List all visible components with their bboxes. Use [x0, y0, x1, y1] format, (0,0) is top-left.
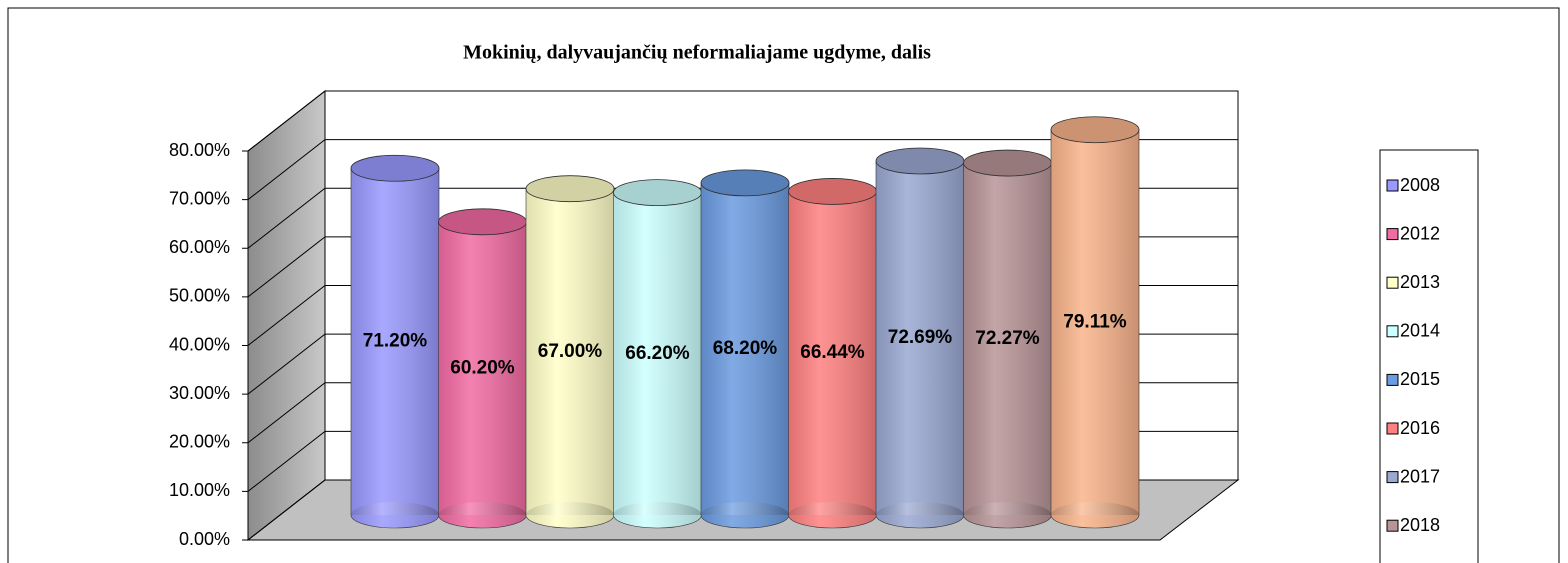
legend-label: 2013 [1400, 272, 1440, 292]
bar-shade [526, 188, 614, 515]
value-label: 72.27% [975, 328, 1040, 349]
bar-top-shade [613, 179, 702, 206]
y-tick-label: 50.00% [169, 286, 230, 306]
value-label: 67.00% [538, 341, 603, 362]
legend-swatch [1386, 422, 1399, 435]
legend-swatch [1386, 471, 1399, 484]
legend-label: 2017 [1400, 466, 1440, 486]
value-label: 66.20% [625, 343, 690, 364]
legend-label: 2012 [1400, 223, 1440, 243]
bar-shade [876, 160, 964, 515]
bar-shade [963, 163, 1052, 515]
bar-shade [351, 168, 439, 516]
value-label: 72.69% [888, 327, 953, 348]
bar-top-shade [526, 175, 614, 202]
bar-bottom-shade [788, 502, 877, 528]
y-tick-label: 0.00% [179, 529, 230, 549]
legend-label: 2008 [1400, 175, 1440, 195]
bar-top [350, 154, 440, 182]
legend-swatch [1386, 179, 1399, 192]
bar-shade [1051, 129, 1139, 515]
bar-shade [613, 192, 702, 515]
bar-bottom-shade [438, 502, 527, 528]
legend-swatch [1386, 228, 1399, 241]
y-tick-label: 20.00% [169, 432, 230, 452]
value-label: 68.20% [713, 338, 778, 359]
bar-top-shade [788, 178, 877, 205]
bar-top [700, 169, 790, 197]
legend-label: 2016 [1400, 418, 1440, 438]
grid-line [247, 139, 1238, 201]
legend-swatch [1386, 373, 1399, 386]
y-tick-label: 80.00% [169, 140, 230, 160]
legend-swatch [1386, 519, 1399, 532]
legend: 200820122013201420152016201720182019 [1379, 149, 1479, 563]
bar-top [525, 175, 615, 203]
y-tick-label: 10.00% [169, 480, 230, 500]
bar-bottom-shade [876, 502, 964, 528]
value-label: 60.20% [450, 357, 515, 378]
legend-label: 2018 [1400, 515, 1440, 535]
bar-top-shade [701, 169, 789, 196]
chart-title: Mokinių, dalyvaujančių neformaliajame ug… [463, 42, 931, 64]
bar-top-shade [1051, 116, 1139, 143]
y-tick-label: 30.00% [169, 383, 230, 403]
y-tick-label: 40.00% [169, 334, 230, 354]
bar-top [1050, 116, 1140, 144]
bar-top-shade [963, 150, 1052, 177]
legend-label: 2014 [1400, 321, 1440, 341]
legend-swatch [1386, 276, 1399, 289]
bar-bottom-shade [701, 502, 789, 528]
legend-label: 2015 [1400, 369, 1440, 389]
bar-bottom-shade [526, 502, 614, 528]
bar-bottom-shade [1051, 502, 1139, 528]
legend-swatch [1386, 325, 1399, 338]
bar-top-shade [351, 155, 439, 182]
bar-shade [701, 182, 789, 515]
y-tick-label: 60.00% [169, 237, 230, 257]
value-label: 71.20% [363, 331, 428, 352]
value-label: 79.11% [1063, 311, 1126, 332]
legend-box [1379, 149, 1479, 563]
y-tick-label: 70.00% [169, 188, 230, 208]
value-label: 66.44% [800, 342, 865, 363]
bar-shade [438, 221, 527, 516]
bar-top-shade [438, 208, 527, 235]
grid-line [247, 90, 1238, 152]
bar-bottom-shade [351, 502, 439, 528]
bar-bottom-shade [613, 502, 702, 528]
bar-top-shade [876, 147, 964, 174]
bar-bottom-shade [963, 502, 1052, 528]
bar-shade [788, 191, 877, 515]
bar-outline [1050, 129, 1140, 515]
